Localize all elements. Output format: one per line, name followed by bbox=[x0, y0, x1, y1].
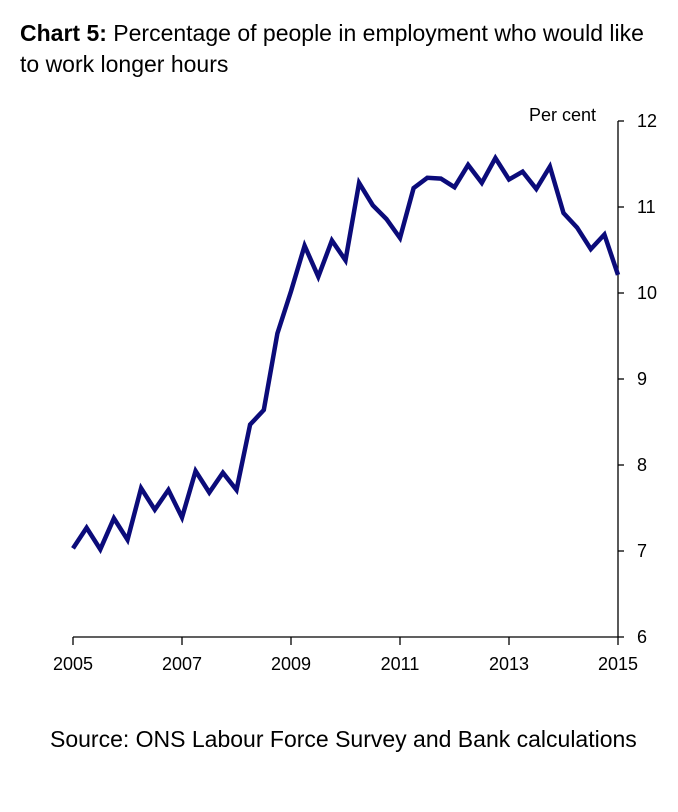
series-line-0 bbox=[71, 153, 621, 555]
x-tick-label: 2015 bbox=[598, 654, 638, 674]
x-tick-label: 2005 bbox=[53, 654, 93, 674]
tick-labels: 6 7 8 9 10 11 12 2005 2007 2009 2011 2013 2015 bbox=[53, 111, 657, 674]
y-tick-label: 11 bbox=[637, 197, 656, 217]
x-tick-label: 2013 bbox=[489, 654, 529, 674]
series-marks bbox=[71, 153, 621, 555]
y-tick-label: 8 bbox=[637, 455, 647, 475]
y-tick-label: 7 bbox=[637, 541, 647, 561]
line-chart: 6 7 8 9 10 11 12 2005 2007 2009 2011 2013 2015 Per c… bbox=[53, 105, 657, 674]
y-tick-label: 9 bbox=[637, 369, 647, 389]
x-tick-label: 2009 bbox=[271, 654, 311, 674]
x-tick-label: 2011 bbox=[381, 654, 420, 674]
y-tick-label: 6 bbox=[637, 627, 647, 647]
y-tick-label: 10 bbox=[637, 283, 657, 303]
chart-title: Chart 5: Percentage of people in employm… bbox=[20, 18, 660, 80]
y-axis-unit-label: Per cent bbox=[529, 105, 596, 125]
y-tick-label: 12 bbox=[637, 111, 657, 131]
chart-number: Chart 5: bbox=[20, 20, 107, 46]
chart-axes bbox=[72, 120, 624, 645]
x-tick-label: 2007 bbox=[162, 654, 202, 674]
source-note: Source: ONS Labour Force Survey and Bank… bbox=[50, 726, 637, 752]
chart-title-text: Percentage of people in employment who w… bbox=[20, 20, 644, 77]
